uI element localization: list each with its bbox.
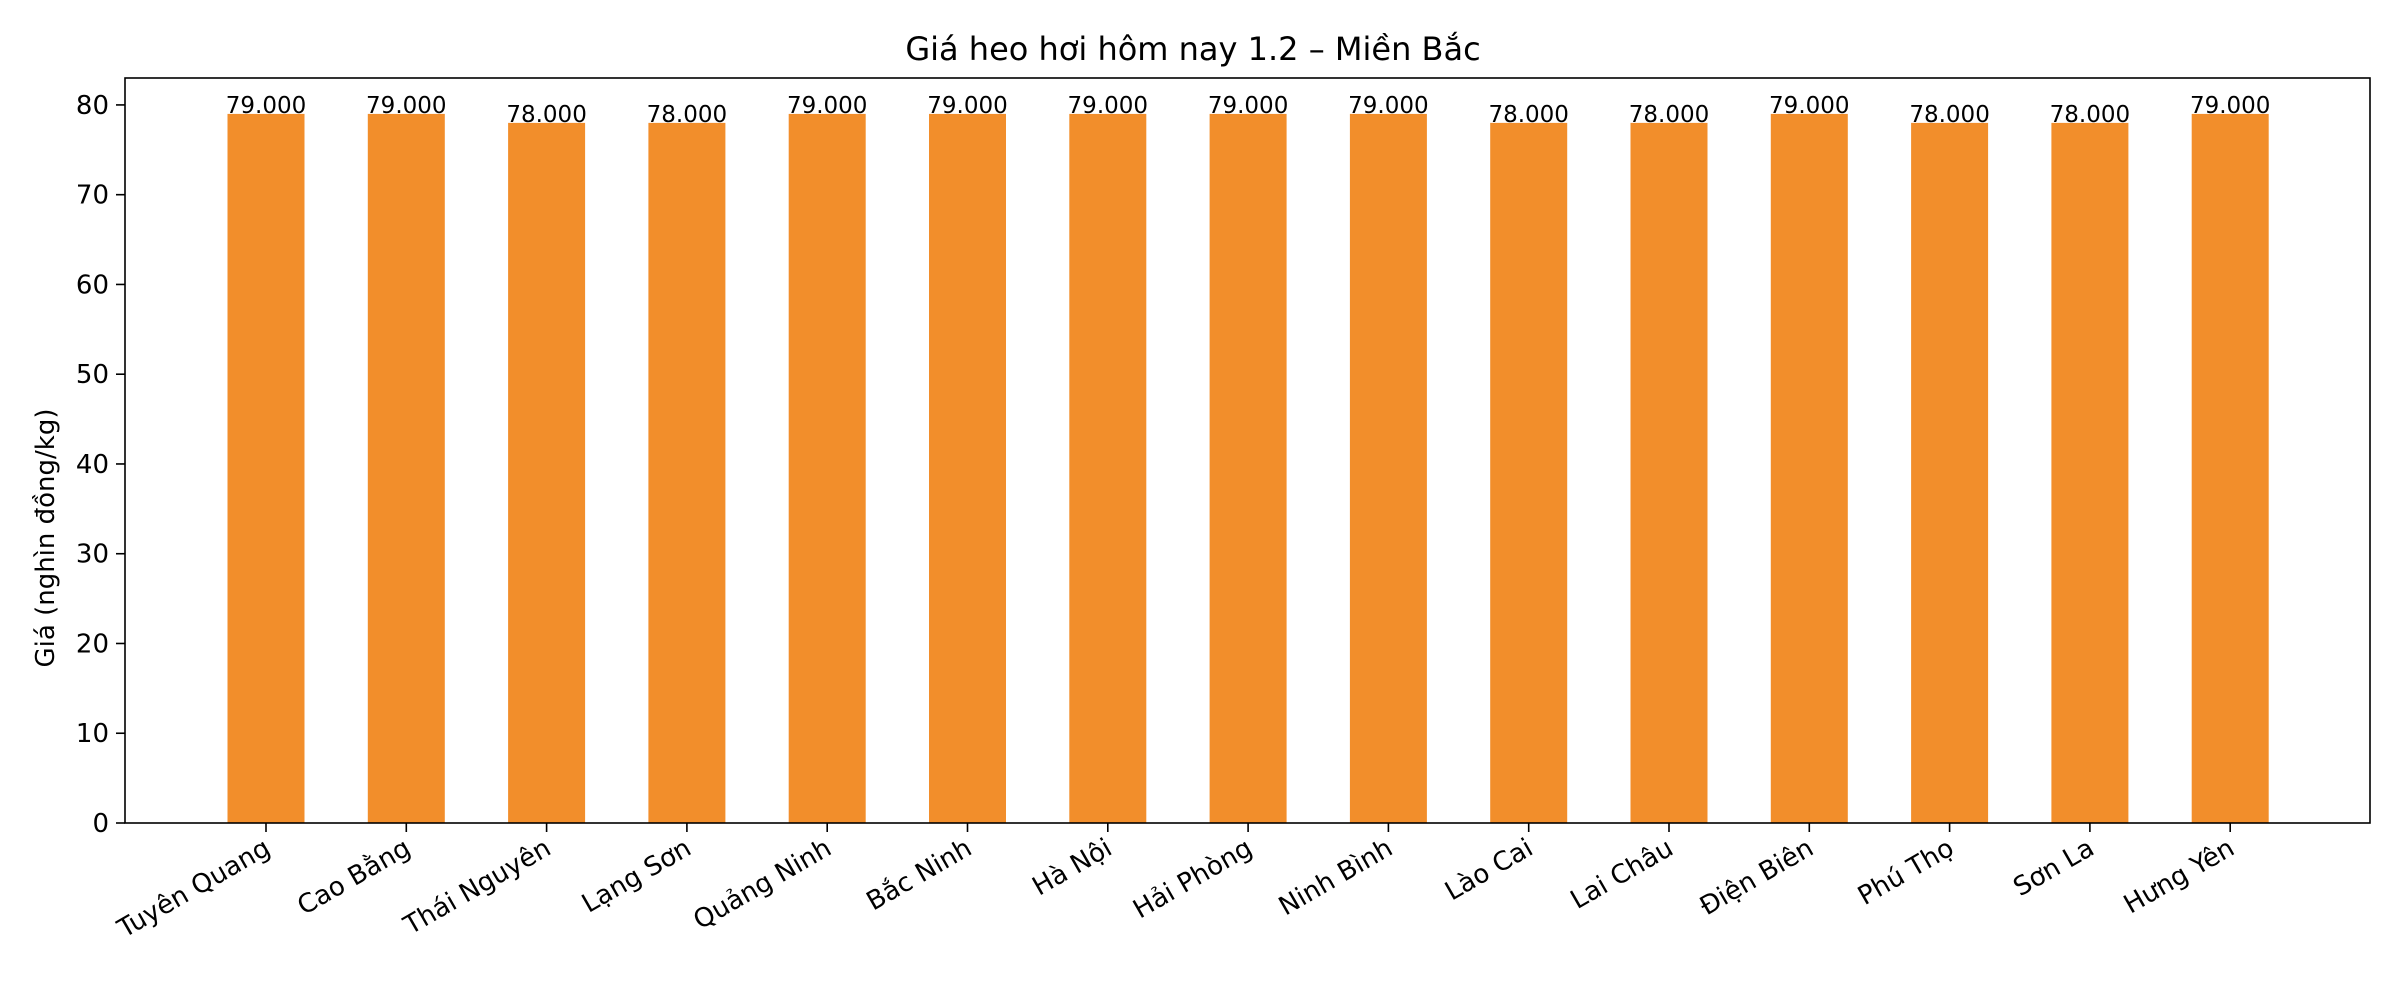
bar [1630,122,1708,823]
bar-value-label: 79.000 [1769,93,1849,119]
bar-value-label: 78.000 [2050,102,2130,128]
y-axis-ticks: 0 10 20 30 40 50 60 70 80 [76,91,125,839]
x-tick-label: Thái Nguyên [398,833,556,942]
y-axis-label: Giá (nghìn đồng/kg) [31,409,61,668]
bar-value-label: 79.000 [1208,93,1288,119]
y-tick-label: 20 [76,629,109,659]
bar [508,122,586,823]
x-tick-label: Lai Châu [1566,833,1679,915]
x-tick-label: Lạng Sơn [577,833,696,919]
y-tick-label: 80 [76,91,109,121]
x-tick-label: Hải Phòng [1128,833,1257,925]
x-tick-label: Hưng Yên [2119,833,2240,920]
bar-value-label: 79.000 [2190,93,2270,119]
bar [2191,113,2269,823]
bar-value-label: 79.000 [366,93,446,119]
y-tick-label: 60 [76,270,109,300]
x-tick-label: Phú Thọ [1853,833,1959,912]
bar [1209,113,1287,823]
y-tick-label: 50 [76,360,109,390]
bar-value-label: 79.000 [226,93,306,119]
y-tick-label: 70 [76,181,109,211]
bar-value-label: 79.000 [1348,93,1428,119]
x-tick-label: Hà Nội [1028,833,1118,902]
bar [227,113,305,823]
y-tick-label: 10 [76,719,109,749]
x-tick-label: Cao Bằng [292,832,416,921]
bar [929,113,1006,823]
bar-value-label: 79.000 [787,93,867,119]
bar [1490,122,1568,823]
bar [788,113,866,823]
y-tick-label: 30 [76,540,109,570]
x-tick-label: Bắc Ninh [861,832,977,917]
bar [648,122,726,823]
bar-value-label: 78.000 [1488,102,1568,128]
bar [1770,113,1848,823]
x-tick-label: Quảng Ninh [689,833,837,936]
bar [2051,122,2129,823]
bars-group [227,113,2269,823]
bar-value-label: 78.000 [506,102,586,128]
bar [1911,122,1989,823]
bar [367,113,445,823]
x-tick-label: Điện Biên [1695,833,1819,922]
chart-title: Giá heo hơi hôm nay 1.2 – Miền Bắc [905,30,1480,68]
bar-value-label: 78.000 [647,102,727,128]
bar-value-label: 79.000 [927,93,1007,119]
bar-value-label: 78.000 [1629,102,1709,128]
bar-value-label: 78.000 [1909,102,1989,128]
x-tick-label: Ninh Bình [1274,833,1398,922]
x-tick-label: Lào Cai [1440,833,1538,907]
bar-value-label: 79.000 [1068,93,1148,119]
data-labels-group: 79.000 79.000 78.000 78.000 79.000 79.000 79.0… [226,93,2271,128]
y-tick-label: 0 [92,809,109,839]
y-tick-label: 40 [76,450,109,480]
x-tick-label: Tuyên Quang [112,833,275,945]
bar [1069,113,1147,823]
bar [1349,113,1427,823]
plot-frame [124,77,2371,824]
x-tick-label: Sơn La [2009,833,2100,903]
